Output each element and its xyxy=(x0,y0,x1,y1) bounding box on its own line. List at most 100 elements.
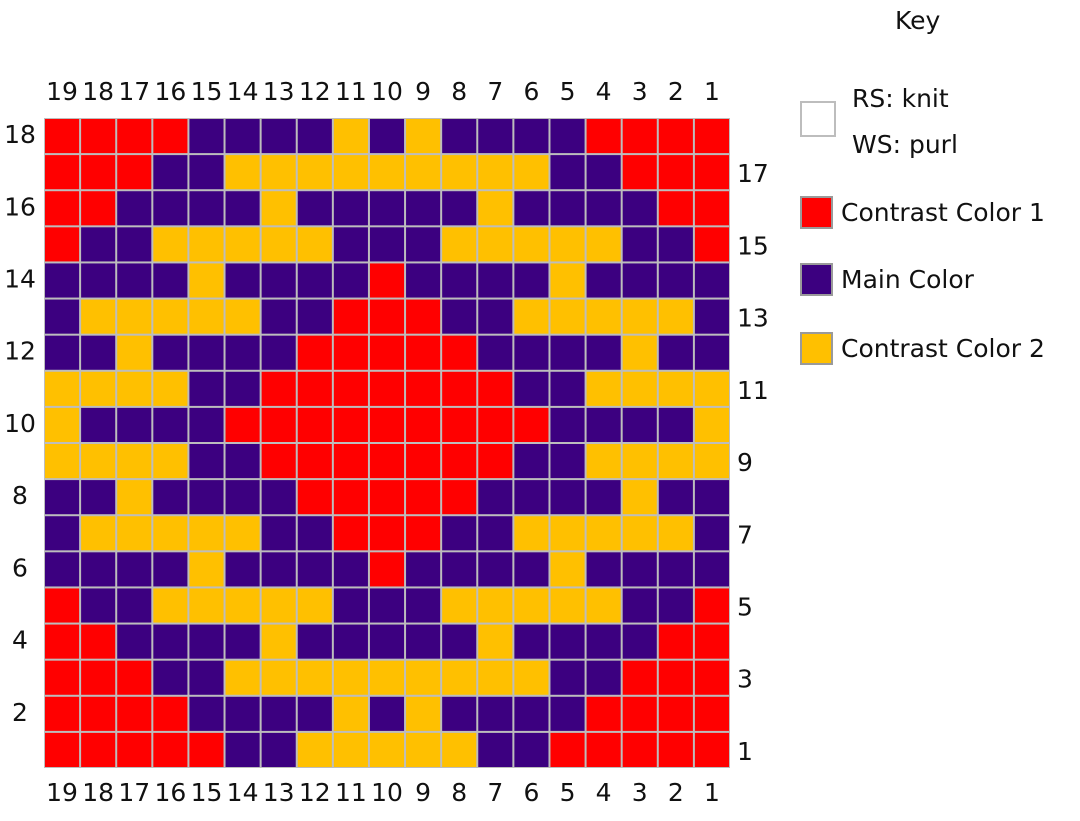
chart-cell xyxy=(117,624,152,659)
chart-cell xyxy=(658,480,693,515)
chart-cell xyxy=(478,227,513,262)
chart-cell xyxy=(297,407,332,442)
chart-cell xyxy=(442,696,477,731)
chart-cell xyxy=(153,371,188,406)
chart-cell xyxy=(297,119,332,154)
chart-cell xyxy=(333,624,368,659)
chart-cell xyxy=(225,588,260,623)
chart-cell xyxy=(478,624,513,659)
chart-cell xyxy=(45,696,80,731)
chart-cell xyxy=(333,516,368,551)
chart-cell xyxy=(514,407,549,442)
chart-cell xyxy=(45,299,80,334)
chart-cell xyxy=(333,480,368,515)
chart-cell xyxy=(586,480,621,515)
row-number-left: 16 xyxy=(4,192,36,221)
chart-cell xyxy=(406,444,441,479)
chart-cell xyxy=(622,480,657,515)
chart-cell xyxy=(622,732,657,767)
chart-cell xyxy=(658,696,693,731)
chart-cell xyxy=(297,444,332,479)
chart-cell xyxy=(442,119,477,154)
chart-cell xyxy=(622,696,657,731)
chart-cell xyxy=(225,299,260,334)
key-item-contrast-color-1: Contrast Color 1 xyxy=(800,196,1045,229)
chart-cell xyxy=(694,480,729,515)
chart-cell xyxy=(406,263,441,298)
chart-cell xyxy=(189,371,224,406)
chart-cell xyxy=(514,263,549,298)
chart-cell xyxy=(478,480,513,515)
chart-cell xyxy=(622,119,657,154)
row-number-left: 8 xyxy=(12,481,28,510)
chart-cell xyxy=(261,227,296,262)
column-number-top: 17 xyxy=(118,77,150,106)
chart-cell xyxy=(333,696,368,731)
chart-cell xyxy=(117,407,152,442)
chart-cell xyxy=(153,552,188,587)
chart-cell xyxy=(406,371,441,406)
chart-cell xyxy=(550,407,585,442)
chart-cell xyxy=(442,516,477,551)
chart-cell xyxy=(369,335,405,370)
chart-cell xyxy=(478,696,513,731)
chart-cell xyxy=(333,732,368,767)
chart-cell xyxy=(658,299,693,334)
column-number-bottom: 2 xyxy=(668,778,684,807)
chart-cell xyxy=(658,732,693,767)
chart-cell xyxy=(622,407,657,442)
chart-cell xyxy=(189,299,224,334)
chart-cell xyxy=(622,263,657,298)
chart-cell xyxy=(81,335,116,370)
contrast-color-2-swatch xyxy=(800,332,833,365)
chart-cell xyxy=(622,335,657,370)
chart-cell xyxy=(478,588,513,623)
chart-cell xyxy=(586,624,621,659)
key-title: Key xyxy=(895,6,941,35)
key-item-contrast-color-2: Contrast Color 2 xyxy=(800,332,1045,365)
chart-cell xyxy=(586,119,621,154)
column-number-top: 16 xyxy=(154,77,186,106)
chart-cell xyxy=(586,407,621,442)
chart-cell xyxy=(333,191,368,226)
chart-cell xyxy=(442,335,477,370)
column-number-bottom: 11 xyxy=(335,778,367,807)
chart-cell xyxy=(478,552,513,587)
chart-cell xyxy=(153,407,188,442)
row-number-right: 9 xyxy=(737,448,753,477)
chart-cell xyxy=(406,516,441,551)
chart-cell xyxy=(478,407,513,442)
chart-cell xyxy=(297,227,332,262)
chart-cell xyxy=(694,299,729,334)
column-number-bottom: 4 xyxy=(596,778,612,807)
chart-cell xyxy=(225,552,260,587)
column-number-top: 1 xyxy=(704,77,720,106)
chart-cell xyxy=(369,119,405,154)
chart-cell xyxy=(153,444,188,479)
column-number-top: 12 xyxy=(299,77,331,106)
chart-cell xyxy=(261,119,296,154)
chart-cell xyxy=(297,155,332,190)
chart-cell xyxy=(694,444,729,479)
chart-cell xyxy=(333,371,368,406)
chart-cell xyxy=(261,335,296,370)
column-number-bottom: 16 xyxy=(154,778,186,807)
chart-cell xyxy=(514,335,549,370)
chart-grid-background xyxy=(44,118,730,768)
chart-cell xyxy=(333,588,368,623)
column-number-bottom: 19 xyxy=(46,778,78,807)
chart-cell xyxy=(297,624,332,659)
chart-cell xyxy=(406,624,441,659)
chart-cell xyxy=(261,263,296,298)
chart-cell xyxy=(550,371,585,406)
chart-cell xyxy=(297,552,332,587)
chart-cell xyxy=(369,263,405,298)
chart-cell xyxy=(81,227,116,262)
chart-cell xyxy=(225,155,260,190)
chart-cell xyxy=(406,480,441,515)
chart-cell xyxy=(442,552,477,587)
chart-cell xyxy=(189,444,224,479)
row-number-left: 4 xyxy=(12,626,28,655)
column-number-top: 19 xyxy=(46,77,78,106)
chart-cell xyxy=(514,552,549,587)
